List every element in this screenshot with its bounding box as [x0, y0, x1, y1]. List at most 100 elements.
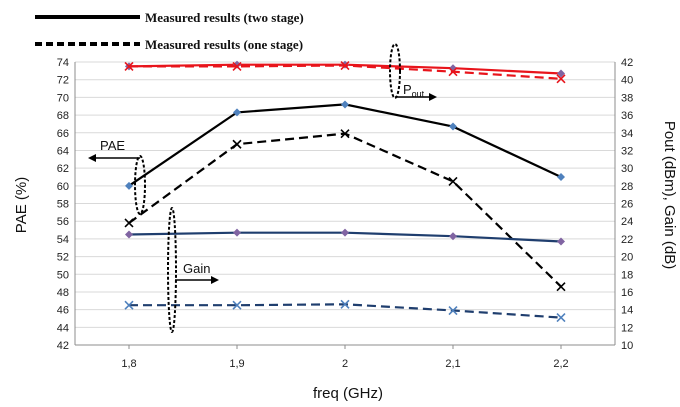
- data-point-gain_one: [448, 305, 458, 316]
- left-tick-label: 54: [57, 234, 69, 246]
- left-tick-label: 44: [57, 322, 69, 334]
- data-point-gain_one: [556, 313, 566, 323]
- data-point-pae_one: [556, 282, 566, 292]
- data-point-pae_one: [448, 176, 458, 186]
- marker-stroke: [448, 67, 458, 77]
- left-tick-label: 42: [57, 340, 69, 352]
- legend-label-two-stage: Measured results (two stage): [145, 10, 304, 25]
- left-tick-label: 52: [57, 252, 69, 264]
- annotation-gain-label: Gain: [183, 261, 210, 276]
- right-tick-label: 20: [621, 252, 633, 264]
- left-axis-title: PAE (%): [13, 177, 30, 233]
- marker-stroke: [340, 299, 350, 309]
- series-pout_one: [124, 60, 566, 84]
- data-point-gain_one: [340, 299, 350, 309]
- annotation-pae-arrowhead: [88, 154, 96, 162]
- right-tick-label: 38: [621, 92, 633, 104]
- series-line-gain_one: [129, 303, 562, 319]
- data-point-pae_two: [125, 181, 133, 190]
- right-tick-label: 30: [621, 163, 633, 175]
- data-point-gain_two: [341, 228, 349, 237]
- series-gain_two: [125, 228, 565, 246]
- left-tick-label: 70: [57, 92, 69, 104]
- marker-stroke: [340, 129, 350, 139]
- annotation-pout-main: P: [403, 82, 412, 97]
- marker-stroke: [232, 139, 242, 149]
- right-tick-label: 32: [621, 145, 633, 157]
- data-point-pae_two: [449, 122, 457, 131]
- left-tick-label: 56: [57, 216, 69, 228]
- annotation-pout-arrowhead: [429, 93, 437, 101]
- marker-stroke: [124, 61, 134, 71]
- annotation-pout-label: Pout: [403, 82, 425, 99]
- right-tick-label: 22: [621, 234, 633, 246]
- x-tick-label: 1,9: [229, 358, 244, 370]
- series-gain_one: [124, 299, 566, 323]
- data-point-pout_one: [448, 67, 458, 77]
- left-tick-labels: 42 44 46 48 50 52 54 56 58 60 62 64 66 68 70 72 74: [57, 57, 69, 352]
- marker-stroke: [232, 300, 242, 310]
- right-tick-label: 28: [621, 181, 633, 193]
- right-tick-label: 12: [621, 322, 633, 334]
- legend: Measured results (two stage) Measured re…: [35, 10, 304, 52]
- series-pae_two: [125, 100, 565, 190]
- marker-stroke: [556, 313, 566, 323]
- right-tick-label: 36: [621, 110, 633, 122]
- marker-stroke: [124, 300, 134, 310]
- data-point-gain_two: [233, 228, 241, 237]
- data-point-pae_two: [557, 172, 565, 181]
- x-tick-labels: 1,8 1,9 2 2,1 2,2: [121, 358, 568, 370]
- data-point-pae_two: [341, 100, 349, 109]
- left-tick-label: 62: [57, 163, 69, 175]
- right-tick-label: 26: [621, 199, 633, 211]
- right-tick-label: 40: [621, 75, 633, 87]
- marker-stroke: [556, 74, 566, 84]
- right-tick-label: 18: [621, 269, 633, 281]
- left-tick-label: 68: [57, 110, 69, 122]
- right-tick-label: 34: [621, 128, 633, 140]
- data-point-pout_one: [124, 61, 134, 71]
- marker-stroke: [340, 60, 350, 71]
- right-tick-label: 24: [621, 216, 633, 228]
- series-group: [124, 60, 566, 323]
- data-point-pae_one: [340, 129, 350, 139]
- data-point-gain_two: [557, 237, 565, 246]
- data-point-pae_one: [124, 218, 134, 228]
- right-tick-label: 16: [621, 287, 633, 299]
- marker-stroke: [232, 61, 242, 71]
- data-point-pae_one: [232, 139, 242, 149]
- left-tick-label: 58: [57, 199, 69, 211]
- left-tick-label: 60: [57, 181, 69, 193]
- annotation-pae-ellipse: [134, 155, 146, 215]
- series-pae_one: [124, 129, 566, 292]
- marker-stroke: [124, 218, 134, 228]
- series-line-pae_two: [128, 103, 562, 187]
- annotation-gain-arrowhead: [211, 276, 219, 284]
- left-tick-label: 66: [57, 128, 69, 140]
- data-point-pout_one: [556, 74, 566, 84]
- right-tick-label: 14: [621, 305, 633, 317]
- x-tick-label: 2,2: [553, 358, 568, 370]
- data-point-gain_two: [449, 232, 457, 241]
- data-point-pout_two: [557, 69, 565, 78]
- x-tick-label: 1,8: [121, 358, 136, 370]
- left-tick-label: 50: [57, 269, 69, 281]
- annotation-pout-sub: out: [412, 89, 425, 99]
- left-tick-label: 48: [57, 287, 69, 299]
- data-point-pout_one: [340, 60, 350, 71]
- left-tick-label: 74: [57, 57, 69, 69]
- x-tick-label: 2: [342, 358, 348, 370]
- right-tick-labels: 10 12 14 16 18 20 22 24 26 28 30 32 34 36 38 40 42: [621, 57, 633, 352]
- annotation-gain-ellipse: [167, 207, 177, 333]
- data-point-pae_two: [233, 108, 241, 117]
- data-point-pout_one: [232, 61, 242, 71]
- right-axis-title: Pout (dBm), Gain (dB): [661, 121, 678, 269]
- left-tick-label: 46: [57, 305, 69, 317]
- data-point-gain_one: [124, 300, 134, 310]
- data-point-gain_two: [125, 230, 133, 239]
- marker-stroke: [448, 305, 458, 316]
- left-tick-label: 72: [57, 75, 69, 87]
- legend-label-one-stage: Measured results (one stage): [145, 37, 303, 52]
- x-axis-title: freq (GHz): [313, 385, 383, 402]
